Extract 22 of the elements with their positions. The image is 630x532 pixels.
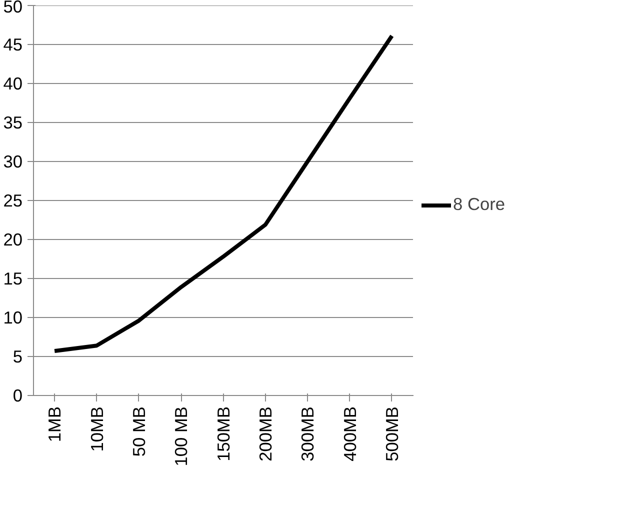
x-tick-label: 1MB <box>44 406 65 442</box>
y-tick-label: 25 <box>3 190 23 210</box>
x-tick-label: 500MB <box>382 406 402 462</box>
x-tick-label: 300MB <box>298 406 318 462</box>
y-tick-label: 15 <box>3 268 23 288</box>
y-tick-label: 50 <box>3 0 23 16</box>
y-tick-label: 20 <box>3 230 23 250</box>
x-tick-label: 10MB <box>86 406 107 452</box>
line-series <box>52 34 394 354</box>
y-tick-label: 5 <box>12 346 23 366</box>
y-tick-label: 45 <box>3 34 23 54</box>
x-tick-label: 150MB <box>213 406 234 462</box>
x-tick-label: 50 MB <box>128 406 149 457</box>
y-tick-label: 40 <box>3 74 23 94</box>
y-tick-label: 30 <box>3 152 23 172</box>
legend-label: 8 Core <box>453 194 506 215</box>
y-tick-label: 10 <box>3 308 23 328</box>
y-tick-label: 35 <box>3 112 23 132</box>
y-tick-label: 0 <box>12 386 23 406</box>
x-tick-label: 400MB <box>340 406 360 462</box>
x-tick-label: 100 MB <box>171 406 192 466</box>
x-tick-label: 200MB <box>255 406 276 462</box>
